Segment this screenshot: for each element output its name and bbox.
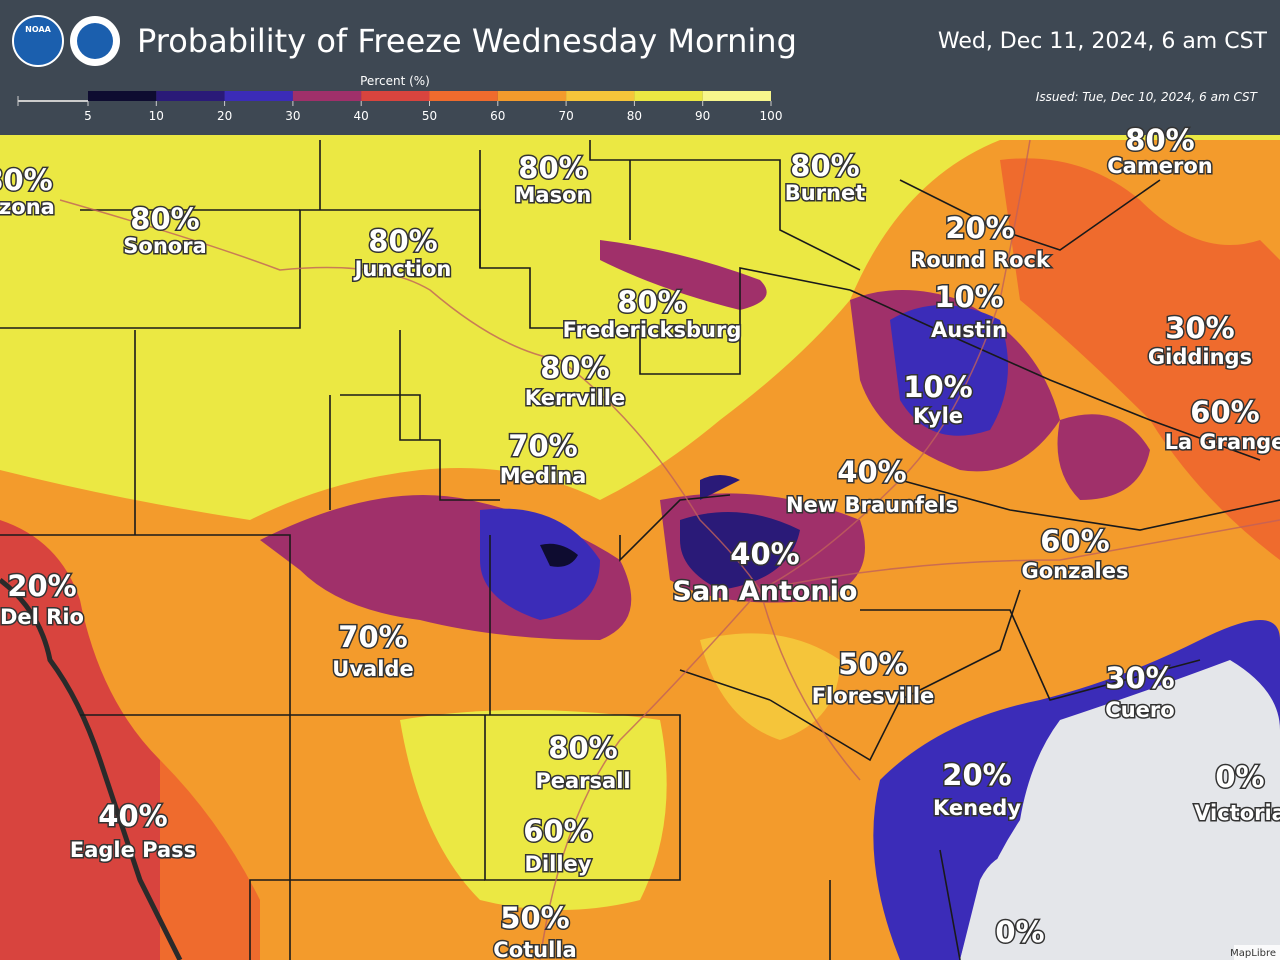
legend-swatch	[292, 91, 362, 101]
city-name: Cameron	[1107, 154, 1212, 178]
city-name: Kyle	[913, 404, 963, 428]
city-percent: 80%	[518, 151, 587, 185]
city-name: Del Rio	[0, 605, 84, 629]
title: Probability of Freeze Wednesday Morning	[137, 22, 797, 60]
legend-tick-label: 70	[558, 109, 573, 123]
legend-swatch	[88, 91, 157, 101]
city-percent: 10%	[934, 280, 1003, 314]
city-name: Dilley	[525, 852, 592, 876]
city-name: Kenedy	[933, 796, 1021, 820]
city-percent: 80%	[0, 163, 53, 197]
city-percent: 80%	[790, 149, 859, 183]
city-name: Uvalde	[332, 657, 413, 681]
city-name: Cotulla	[493, 938, 576, 960]
noaa-logo: NOAA	[12, 15, 64, 67]
city-percent: 80%	[617, 285, 686, 319]
city-name: New Braunfels	[786, 493, 958, 517]
city-name: Eagle Pass	[70, 838, 196, 862]
city-name: Pearsall	[535, 769, 630, 793]
city-percent: 80%	[540, 351, 609, 385]
legend-swatch	[224, 91, 293, 101]
city-percent: 50%	[500, 901, 569, 935]
legend-swatch	[497, 91, 567, 101]
city-name: Ozona	[0, 195, 55, 219]
city-percent: 40%	[98, 799, 167, 833]
city-percent: 80%	[548, 731, 617, 765]
city-name: Round Rock	[910, 248, 1051, 272]
legend-tick-label: 60	[490, 109, 505, 123]
city-name: Kerrville	[525, 386, 625, 410]
city-percent: 30%	[1165, 311, 1234, 345]
city-percent: 0%	[1215, 760, 1264, 794]
city-name: Victoria	[1194, 801, 1280, 825]
city-percent: 70%	[338, 620, 407, 654]
city-name: Cuero	[1105, 698, 1174, 722]
city-percent: 80%	[1125, 123, 1194, 157]
city-percent: 20%	[7, 569, 76, 603]
legend-tick-label: 100	[760, 109, 783, 123]
logo-text: NOAA	[25, 25, 51, 34]
city-percent: 20%	[945, 211, 1014, 245]
legend-tick-label: 30	[285, 109, 300, 123]
city-percent: 70%	[508, 429, 577, 463]
legend-swatch	[634, 91, 703, 101]
city-percent: 0%	[995, 915, 1044, 949]
city-percent: 30%	[1105, 661, 1174, 695]
city-name: Gonzales	[1022, 559, 1129, 583]
city-name: Burnet	[785, 181, 866, 205]
legend-title: Percent (%)	[360, 74, 430, 88]
legend-tick-label: 5	[84, 109, 92, 123]
legend-tick-label: 50	[422, 109, 437, 123]
city-percent: 60%	[523, 814, 592, 848]
city-name: La Grange	[1165, 430, 1280, 454]
city-percent: 80%	[130, 202, 199, 236]
legend-tick-label: 90	[695, 109, 710, 123]
city-percent: 20%	[942, 758, 1011, 792]
legend-tick-label: 40	[354, 109, 369, 123]
city-name: Mason	[515, 183, 592, 207]
city-name: Medina	[500, 464, 587, 488]
legend-swatch	[702, 91, 771, 101]
river	[0, 578, 183, 960]
legend-swatch	[566, 91, 635, 101]
city-percent: 10%	[903, 370, 972, 404]
probability-shading	[0, 140, 1280, 960]
legend-swatch	[361, 91, 430, 101]
city-percent: 80%	[368, 224, 437, 258]
valid-time: Wed, Dec 11, 2024, 6 am CST	[938, 29, 1268, 54]
city-name: Junction	[353, 257, 452, 281]
legend-swatch	[156, 91, 225, 101]
header-band	[0, 0, 1280, 135]
city-name: San Antonio	[673, 576, 858, 607]
legend-tick-label: 80	[627, 109, 642, 123]
legend-swatch	[429, 91, 498, 101]
legend-tick-label: 20	[217, 109, 232, 123]
city-percent: 60%	[1040, 524, 1109, 558]
city-name: Sonora	[123, 234, 206, 258]
city-percent: 60%	[1190, 395, 1259, 429]
city-percent: 50%	[838, 647, 907, 681]
city-percent: 40%	[730, 537, 799, 571]
city-labels: 80%Ozona80%Sonora80%Junction80%Mason80%B…	[0, 122, 1280, 960]
legend-tick-label: 10	[149, 109, 164, 123]
attribution: MapLibre	[1230, 948, 1276, 959]
city-name: Floresville	[812, 684, 935, 708]
city-name: Fredericksburg	[563, 318, 742, 342]
county-lines	[0, 140, 1280, 960]
roads	[59, 139, 1280, 960]
city-name: Austin	[931, 318, 1007, 342]
nws-logo	[70, 16, 120, 66]
attribution-bg	[1234, 945, 1280, 960]
legend: 5 10 20 30 40 50 60 70 80 90 100	[84, 91, 782, 123]
issued-time: Issued: Tue, Dec 10, 2024, 6 am CST	[1036, 90, 1259, 104]
city-percent: 40%	[837, 455, 906, 489]
city-name: Giddings	[1148, 345, 1252, 369]
